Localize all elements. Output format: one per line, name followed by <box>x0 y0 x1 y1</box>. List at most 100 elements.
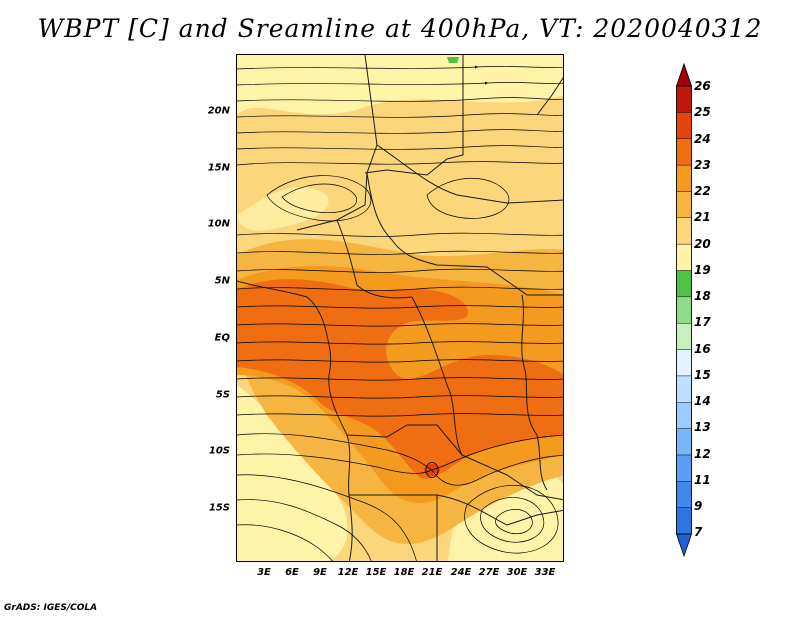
colorbar-segment <box>676 349 692 377</box>
colorbar-label: 14 <box>694 394 711 408</box>
border-car <box>366 172 563 296</box>
streamline-anticyclone <box>495 509 533 535</box>
wbpt-zone-23 <box>237 279 563 479</box>
streamline <box>237 286 563 291</box>
chart-title: WBPT [C] and Sreamline at 400hPa, VT: 20… <box>37 14 763 43</box>
colorbar-segment <box>676 191 692 218</box>
border-libya-chad <box>364 55 464 176</box>
streamlines <box>237 65 563 561</box>
streamline <box>237 499 372 561</box>
streamline <box>237 97 563 102</box>
colorbar-segment <box>676 454 692 482</box>
streamline <box>237 81 563 86</box>
colorbar-segment <box>676 164 692 192</box>
colorbar-label: 20 <box>694 237 711 251</box>
colorbar-outline <box>676 85 692 535</box>
map-canvas <box>237 55 563 561</box>
colorbar-segments <box>676 62 692 558</box>
colorbar-label: 25 <box>694 105 711 119</box>
border-angola-namibia <box>349 494 438 561</box>
streamline-eddy <box>266 175 372 222</box>
colorbar-high-arrow <box>676 62 692 87</box>
colorbar-label: 26 <box>694 79 711 93</box>
streamline <box>237 323 563 327</box>
streamline <box>237 65 563 70</box>
colorbar-label: 23 <box>694 158 711 172</box>
colorbar-segment <box>676 322 692 350</box>
streamline <box>237 359 563 363</box>
colorbar-segment <box>676 112 692 139</box>
lat-label: EQ <box>214 332 230 344</box>
lon-label: 21E <box>421 567 443 578</box>
streamline <box>237 129 563 134</box>
lon-label: 33E <box>534 567 556 578</box>
streamline <box>237 232 563 237</box>
colorbar-segment <box>676 243 692 271</box>
lat-label: 15S <box>208 502 230 514</box>
streamline-anticyclone <box>464 485 559 554</box>
wbpt-zone-19-west <box>237 186 329 231</box>
colorbar-label: 19 <box>694 263 711 277</box>
lon-label: 30E <box>506 567 528 578</box>
colorbar-label: 12 <box>694 447 711 461</box>
map-panel <box>236 54 564 562</box>
colorbar-label: 15 <box>694 368 711 382</box>
streamline <box>237 433 433 471</box>
colorbar-label: 24 <box>694 132 711 146</box>
streamline <box>237 377 563 381</box>
colorbar-label: 16 <box>694 342 711 356</box>
streamline <box>237 524 333 561</box>
colorbar-low-arrow <box>676 533 692 558</box>
border-cameroon <box>336 219 413 299</box>
border-zambia <box>436 494 563 526</box>
streamline <box>431 454 563 486</box>
streamline <box>237 341 563 345</box>
colorbar-label: 21 <box>694 210 711 224</box>
lon-label: 6E <box>285 567 299 578</box>
lat-label: 10N <box>207 218 230 230</box>
colorbar-segment <box>676 402 692 429</box>
border-angola-north <box>346 424 463 456</box>
streamline <box>431 434 563 471</box>
colorbar-segment <box>676 138 692 166</box>
colorbar-segment <box>676 217 692 245</box>
lon-label: 12E <box>337 567 359 578</box>
streamline-eddy <box>426 177 510 219</box>
colorbar-segment <box>676 481 692 508</box>
colorbar-label: 22 <box>694 184 711 198</box>
lon-label: 15E <box>365 567 387 578</box>
colorbar-segment <box>676 85 692 113</box>
colorbar-label: 18 <box>694 289 711 303</box>
colorbar-segment <box>676 296 692 324</box>
border-chad-sudan <box>376 144 563 204</box>
lon-label: 18E <box>393 567 415 578</box>
colorbar-label: 11 <box>694 473 711 487</box>
lon-label: 9E <box>313 567 327 578</box>
border-drc <box>411 296 563 501</box>
colorbar-segment <box>676 507 692 535</box>
colorbar-label: 17 <box>694 315 711 329</box>
colorbar-label: 13 <box>694 420 711 434</box>
streamline <box>237 305 563 309</box>
lat-label: 5S <box>215 389 230 401</box>
colorbar-segment <box>676 428 692 456</box>
streamline <box>237 474 417 561</box>
streamline-anticyclone <box>480 497 545 543</box>
colorbar-label: 7 <box>694 525 703 539</box>
streamline <box>237 145 563 150</box>
streamline <box>237 395 563 399</box>
border-northeast <box>536 77 563 116</box>
streamline <box>237 161 563 166</box>
streamline <box>237 268 563 273</box>
lon-label: 27E <box>478 567 500 578</box>
wbpt-zone-17 <box>447 57 459 63</box>
colorbar-segment <box>676 375 692 403</box>
lat-label: 15N <box>207 162 230 174</box>
colorbar-segment <box>676 270 692 298</box>
lat-label: 20N <box>207 105 230 117</box>
lat-label: 5N <box>214 275 230 287</box>
streamline <box>237 453 433 474</box>
streamline <box>237 250 563 255</box>
colorbar <box>676 62 692 558</box>
colorbar-label: 9 <box>694 499 703 513</box>
